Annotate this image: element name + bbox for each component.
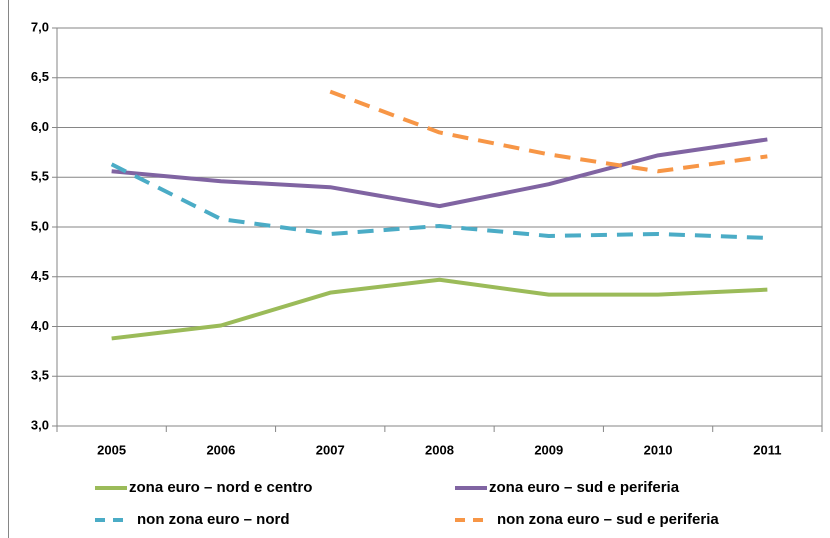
legend-label: zona euro – sud e periferia (489, 479, 680, 496)
y-tick-label: 3,0 (31, 417, 49, 432)
series-line (111, 137, 768, 209)
y-tick-label: 5,5 (31, 169, 49, 184)
legend-label: non zona euro – nord (137, 511, 290, 528)
x-tick-label: 2010 (644, 442, 673, 457)
x-tick-label: 2008 (425, 442, 454, 457)
series-line (329, 89, 768, 174)
x-tick-label: 2009 (534, 442, 563, 457)
y-tick-label: 7,0 (31, 19, 49, 34)
y-tick-label: 5,0 (31, 218, 49, 233)
y-tick-label: 6,5 (31, 69, 49, 84)
x-tick-label: 2006 (206, 442, 235, 457)
legend-label: zona euro – nord e centro (129, 479, 312, 496)
series-line (110, 162, 768, 240)
x-tick-label: 2005 (97, 442, 126, 457)
y-tick-label: 3,5 (31, 368, 49, 383)
y-tick-label: 4,5 (31, 268, 49, 283)
y-tick-label: 4,0 (31, 318, 49, 333)
y-tick-label: 6,0 (31, 119, 49, 134)
legend-label: non zona euro – sud e periferia (497, 511, 719, 528)
x-tick-label: 2011 (753, 442, 781, 457)
series-line (111, 277, 768, 341)
plot-border (56, 27, 823, 427)
x-tick-label: 2007 (316, 442, 345, 457)
